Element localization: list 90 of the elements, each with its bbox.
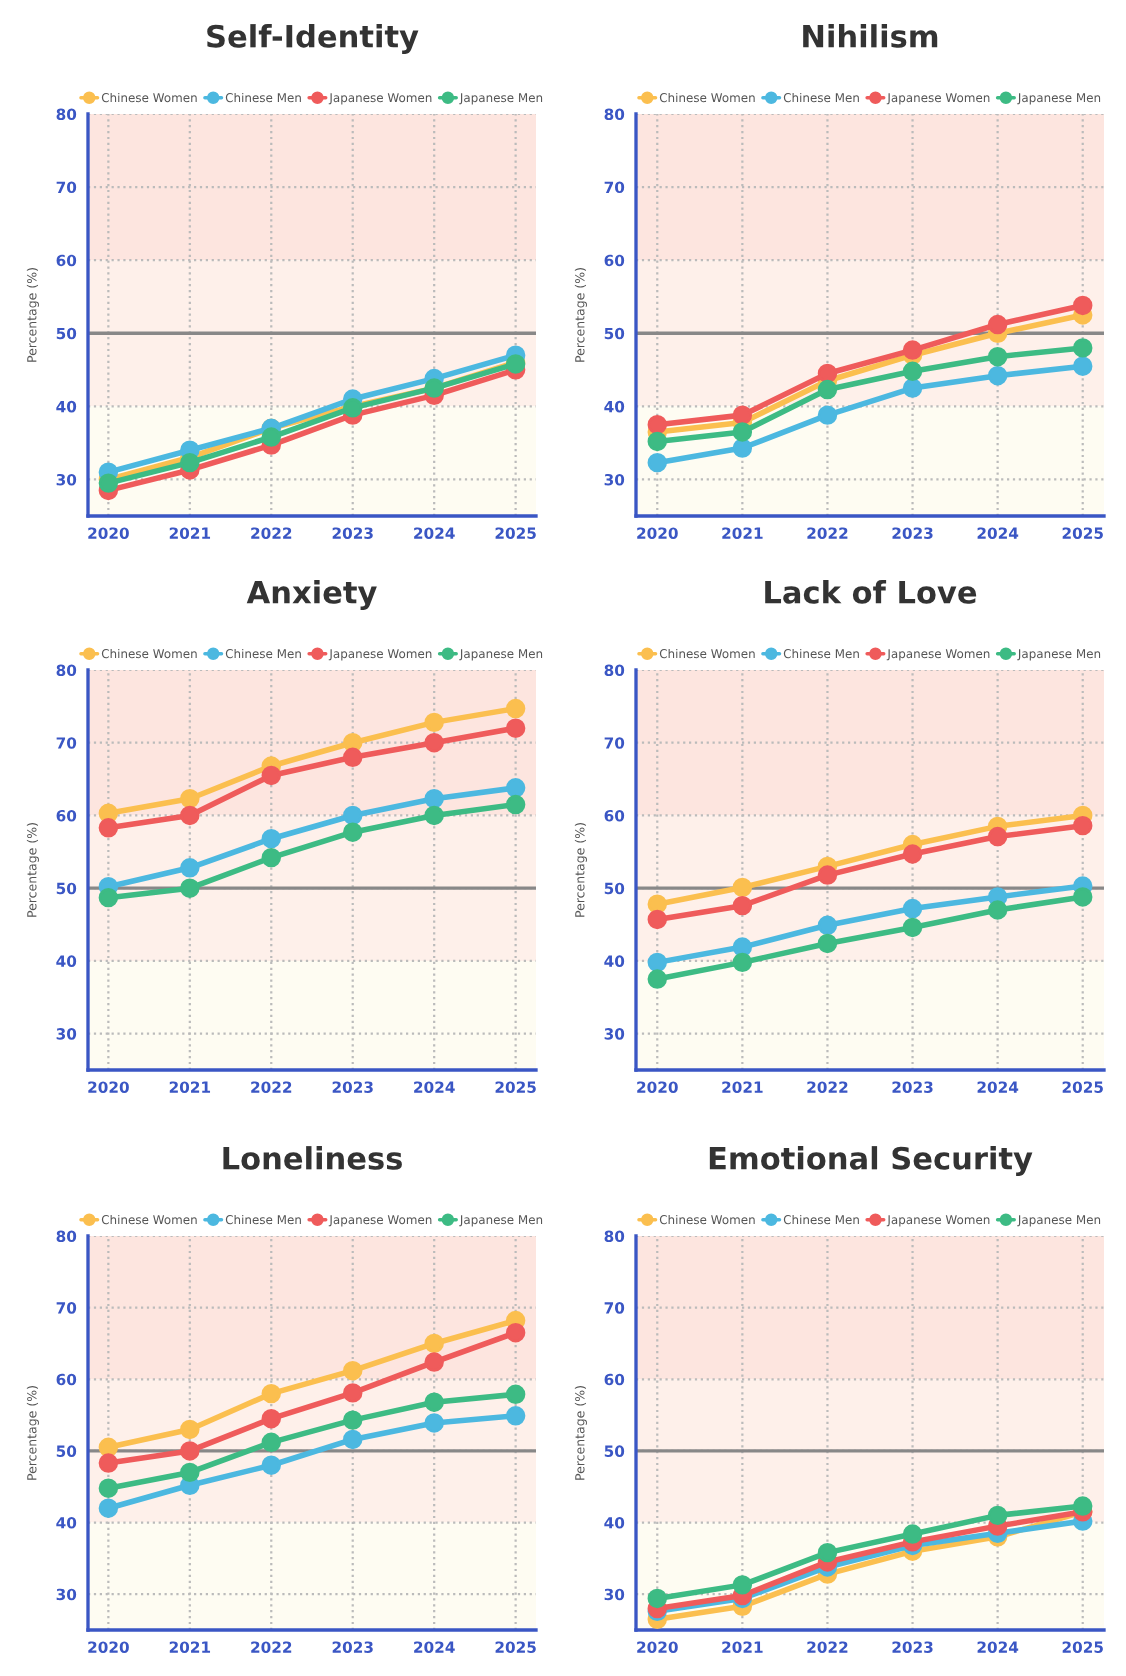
point bbox=[647, 909, 667, 930]
point bbox=[424, 1413, 444, 1433]
point bbox=[424, 1352, 444, 1372]
point bbox=[98, 1478, 119, 1498]
point bbox=[180, 452, 200, 473]
point bbox=[817, 1542, 838, 1563]
chart-title: Loneliness bbox=[223, 1146, 402, 1170]
point bbox=[732, 952, 753, 973]
point bbox=[343, 805, 363, 826]
point bbox=[424, 789, 444, 809]
point bbox=[817, 363, 838, 384]
point bbox=[343, 1383, 363, 1403]
point bbox=[505, 718, 526, 738]
point bbox=[902, 898, 923, 919]
point bbox=[505, 778, 526, 798]
point bbox=[424, 712, 444, 733]
point bbox=[505, 794, 526, 815]
point bbox=[902, 917, 923, 938]
point bbox=[902, 340, 923, 360]
point bbox=[987, 365, 1008, 386]
point bbox=[732, 1575, 753, 1595]
chart-title: Emotional Security bbox=[709, 1146, 1033, 1176]
point bbox=[98, 1498, 119, 1518]
point bbox=[817, 405, 838, 425]
point bbox=[647, 969, 667, 989]
point bbox=[261, 1455, 281, 1475]
point bbox=[505, 1406, 526, 1426]
point bbox=[505, 698, 526, 719]
point bbox=[424, 805, 444, 826]
point bbox=[987, 826, 1008, 847]
point bbox=[987, 314, 1008, 335]
point bbox=[261, 829, 281, 849]
point bbox=[1073, 887, 1093, 907]
point bbox=[343, 822, 363, 842]
point bbox=[98, 1453, 119, 1473]
point bbox=[647, 431, 667, 452]
point bbox=[817, 865, 838, 885]
point bbox=[180, 1462, 200, 1483]
point bbox=[732, 438, 753, 458]
point bbox=[343, 747, 363, 767]
point bbox=[261, 1432, 281, 1453]
point bbox=[505, 1322, 526, 1343]
point bbox=[647, 452, 667, 473]
point bbox=[424, 1333, 444, 1354]
point bbox=[261, 1408, 281, 1429]
point bbox=[98, 887, 119, 908]
point bbox=[732, 405, 753, 425]
point bbox=[180, 1419, 200, 1440]
point bbox=[1073, 295, 1093, 316]
point bbox=[647, 414, 667, 435]
point bbox=[343, 1429, 363, 1450]
point bbox=[180, 878, 200, 898]
point bbox=[180, 1441, 200, 1461]
point bbox=[180, 789, 200, 809]
point bbox=[732, 422, 753, 442]
point bbox=[505, 1384, 526, 1405]
chart-title: Anxiety bbox=[246, 580, 377, 610]
point bbox=[98, 818, 119, 838]
point bbox=[902, 361, 923, 381]
point bbox=[902, 1524, 923, 1544]
point bbox=[817, 379, 838, 400]
point bbox=[261, 847, 281, 868]
point bbox=[817, 933, 838, 954]
point bbox=[343, 1410, 363, 1430]
point bbox=[180, 805, 200, 826]
point bbox=[902, 844, 923, 864]
point bbox=[1073, 356, 1093, 376]
point bbox=[732, 895, 753, 916]
point bbox=[424, 733, 444, 753]
point bbox=[987, 900, 1008, 920]
point bbox=[261, 765, 281, 786]
point bbox=[180, 858, 200, 878]
point bbox=[261, 1383, 281, 1404]
point bbox=[987, 346, 1008, 367]
point bbox=[987, 1505, 1008, 1526]
chart-title: Nihilism bbox=[803, 24, 938, 48]
point bbox=[424, 1392, 444, 1412]
point bbox=[1073, 1496, 1093, 1516]
point bbox=[98, 1437, 119, 1458]
point bbox=[343, 1360, 363, 1381]
chart-title: Lack of Love bbox=[765, 580, 977, 604]
point bbox=[647, 952, 667, 973]
point bbox=[261, 427, 281, 447]
point bbox=[1073, 338, 1093, 358]
point bbox=[902, 378, 923, 398]
point bbox=[647, 1588, 667, 1609]
point bbox=[732, 877, 753, 898]
point bbox=[1073, 815, 1093, 836]
chart-title: Self-Identity bbox=[207, 24, 419, 54]
point bbox=[817, 915, 838, 935]
